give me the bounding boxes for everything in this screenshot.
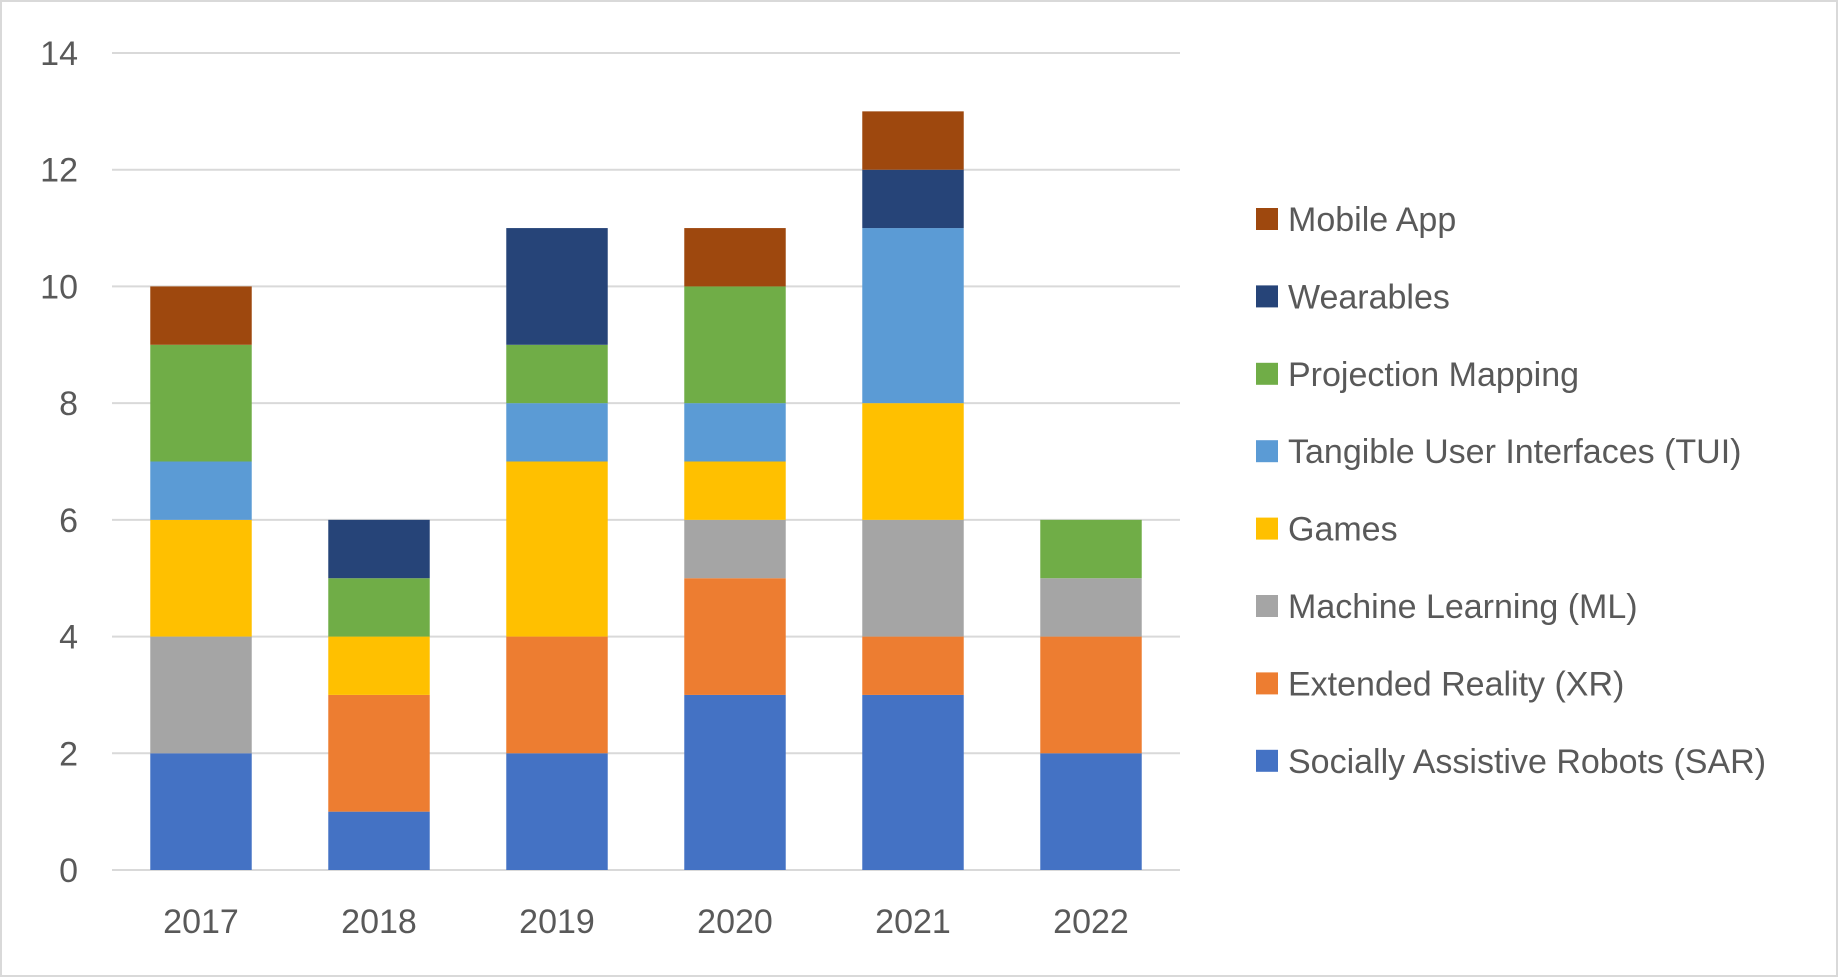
bar-stack-2021 (862, 111, 964, 870)
gridlines (112, 52, 1180, 871)
y-tick-label: 10 (40, 268, 78, 306)
bar-games-2021 (862, 403, 964, 520)
legend-swatch (1256, 440, 1278, 463)
y-tick-label: 4 (59, 619, 78, 657)
bar-socially-assistive-robots-sar-2017 (150, 753, 252, 870)
legend-item: Projection Mapping (1256, 356, 1579, 394)
bar-machine-learning-ml-2021 (862, 519, 964, 637)
bar-socially-assistive-robots-sar-2020 (684, 694, 786, 870)
bar-wearables-2019 (506, 228, 608, 345)
bar-extended-reality-xr-2018 (328, 694, 430, 812)
bar-extended-reality-xr-2019 (506, 636, 608, 754)
bar-projection-mapping-2020 (684, 286, 786, 404)
legend-item: Games (1256, 511, 1398, 549)
legend-label: Mobile App (1288, 201, 1456, 239)
y-tick-label: 2 (59, 735, 78, 773)
legend-item: Machine Learning (ML) (1256, 588, 1638, 626)
legend-label: Games (1288, 511, 1398, 549)
bar-mobile-app-2021 (862, 111, 964, 170)
y-tick-label: 12 (40, 152, 78, 190)
legend-label: Tangible User Interfaces (TUI) (1288, 433, 1742, 471)
x-tick-label: 2022 (1053, 903, 1129, 941)
legend-swatch (1256, 517, 1278, 540)
bar-extended-reality-xr-2021 (862, 636, 964, 695)
legend-label: Wearables (1288, 278, 1450, 316)
bar-extended-reality-xr-2022 (1040, 636, 1142, 754)
bar-stack-2020 (684, 228, 786, 870)
x-tick-label: 2017 (163, 903, 239, 941)
legend-swatch (1256, 672, 1278, 695)
legend: Mobile App Wearables Projection Mapping Tan… (1256, 201, 1766, 781)
legend-item: Wearables (1256, 278, 1450, 316)
legend-label: Projection Mapping (1288, 356, 1579, 394)
legend-item: Tangible User Interfaces (TUI) (1256, 433, 1742, 471)
bar-extended-reality-xr-2020 (684, 578, 786, 695)
bar-games-2020 (684, 461, 786, 520)
legend-label: Extended Reality (XR) (1288, 665, 1624, 703)
bar-socially-assistive-robots-sar-2022 (1040, 753, 1142, 870)
bar-projection-mapping-2019 (506, 344, 608, 404)
x-tick-label: 2018 (341, 903, 417, 941)
bar-machine-learning-ml-2022 (1040, 578, 1142, 637)
bar-machine-learning-ml-2020 (684, 519, 786, 579)
bars (150, 111, 1142, 870)
legend-label: Machine Learning (ML) (1288, 588, 1638, 626)
bar-games-2018 (328, 636, 430, 695)
bar-mobile-app-2017 (150, 286, 252, 345)
bar-stack-2022 (1040, 519, 1142, 870)
bar-stack-2018 (328, 519, 430, 870)
bar-socially-assistive-robots-sar-2021 (862, 694, 964, 870)
y-axis-tick-labels: 0 2 4 6 8 10 12 14 (40, 35, 78, 890)
legend-item: Socially Assistive Robots (SAR) (1256, 743, 1766, 781)
y-tick-label: 14 (40, 35, 78, 73)
x-tick-label: 2020 (697, 903, 773, 941)
bar-tangible-user-interfaces-tui-2020 (684, 403, 786, 462)
bar-machine-learning-ml-2017 (150, 636, 252, 754)
bar-games-2019 (506, 461, 608, 637)
bar-stack-2017 (150, 286, 252, 870)
bar-games-2017 (150, 519, 252, 637)
y-tick-label: 0 (59, 852, 78, 890)
bar-tangible-user-interfaces-tui-2019 (506, 403, 608, 462)
legend-swatch (1256, 285, 1278, 308)
legend-swatch (1256, 208, 1278, 230)
y-tick-label: 6 (59, 502, 78, 540)
y-tick-label: 8 (59, 385, 78, 423)
bar-stack-2019 (506, 228, 608, 870)
bar-socially-assistive-robots-sar-2018 (328, 811, 430, 870)
bar-socially-assistive-robots-sar-2019 (506, 753, 608, 870)
legend-item: Mobile App (1256, 201, 1456, 239)
legend-item: Extended Reality (XR) (1256, 665, 1624, 703)
bar-tangible-user-interfaces-tui-2021 (862, 228, 964, 404)
x-axis-tick-labels: 2017 2018 2019 2020 2021 2022 (163, 903, 1129, 941)
bar-projection-mapping-2022 (1040, 519, 1142, 579)
x-tick-label: 2021 (875, 903, 951, 941)
bar-projection-mapping-2017 (150, 344, 252, 462)
bar-wearables-2021 (862, 169, 964, 229)
bar-tangible-user-interfaces-tui-2017 (150, 461, 252, 520)
legend-swatch (1256, 749, 1278, 772)
bar-wearables-2018 (328, 519, 430, 579)
legend-swatch (1256, 595, 1278, 617)
x-tick-label: 2019 (519, 903, 595, 941)
bar-mobile-app-2020 (684, 228, 786, 287)
bar-projection-mapping-2018 (328, 578, 430, 637)
legend-swatch (1256, 362, 1278, 385)
legend-label: Socially Assistive Robots (SAR) (1288, 743, 1766, 781)
